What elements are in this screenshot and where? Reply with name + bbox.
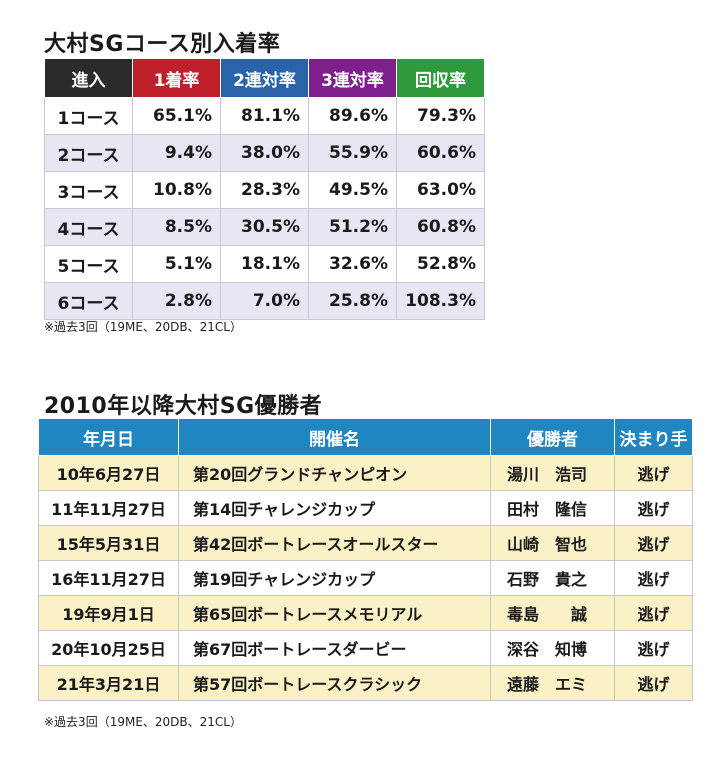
course-stats-cell-rentai2: 7.0% [220,282,309,320]
course-stats-cell-course: 4コース [44,208,133,246]
sg-winners-cell-date: 19年9月1日 [38,595,179,631]
course-stats-cell-rentai2: 18.1% [220,245,309,283]
course-stats-cell-recovery: 63.0% [396,171,485,209]
table-row: 20年10月25日 第67回ボートレースダービー 深谷 知博 逃げ [38,630,693,666]
table-row: 21年3月21日 第57回ボートレースクラシック 遠藤 エミ 逃げ [38,665,693,701]
course-stats-cell-recovery: 52.8% [396,245,485,283]
course-stats-cell-rentai3: 25.8% [308,282,397,320]
course-stats-cell-rentai3: 32.6% [308,245,397,283]
course-stats-cell-course: 1コース [44,97,133,135]
table-row: 4コース 8.5% 30.5% 51.2% 60.8% [44,208,485,246]
sg-winners-cell-kimarite: 逃げ [614,665,693,701]
sg-winners-header-cell: 開催名 [178,418,491,456]
sg-winners-cell-date: 16年11月27日 [38,560,179,596]
table-row: 10年6月27日 第20回グランドチャンピオン 湯川 浩司 逃げ [38,455,693,491]
table-row: 5コース 5.1% 18.1% 32.6% 52.8% [44,245,485,283]
sg-winners-title: 2010年以降大村SG優勝者 [44,394,323,419]
sg-winners-body: 10年6月27日 第20回グランドチャンピオン 湯川 浩司 逃げ 11年11月27日 第1… [38,455,693,701]
sg-winners-header-cell: 優勝者 [490,418,615,456]
table-row: 3コース 10.8% 28.3% 49.5% 63.0% [44,171,485,209]
sg-winners-cell-date: 15年5月31日 [38,525,179,561]
sg-winners-cell-winner: 湯川 浩司 [490,455,615,491]
course-stats-cell-rentai3: 55.9% [308,134,397,172]
table-row: 19年9月1日 第65回ボートレースメモリアル 毒島 誠逃げ [38,595,693,631]
course-stats-cell-course: 2コース [44,134,133,172]
course-stats-cell-recovery: 108.3% [396,282,485,320]
sg-winners-cell-winner: 遠藤 エミ [490,665,615,701]
sg-winners-cell-date: 21年3月21日 [38,665,179,701]
sg-winners-cell-winner: 山崎 智也 [490,525,615,561]
sg-winners-cell-kimarite: 逃げ [614,630,693,666]
course-stats-cell-course: 6コース [44,282,133,320]
sg-winners-cell-winner: 石野 貴之 [490,560,615,596]
course-stats-cell-rentai3: 51.2% [308,208,397,246]
course-stats-cell-course: 3コース [44,171,133,209]
course-stats-header-row: 進入 1着率 2連対率 3連対率 回収率 [44,58,485,98]
course-stats-cell-first: 2.8% [132,282,221,320]
sg-winners-header-row: 年月日 開催名 優勝者 決まり手 [38,418,693,456]
sg-winners-cell-event: 第20回グランドチャンピオン [178,455,491,491]
sg-winners-cell-kimarite: 逃げ [614,560,693,596]
course-stats-header-cell: 3連対率 [308,58,397,98]
sg-winners-cell-kimarite: 逃げ [614,595,693,631]
sg-winners-note: ※過去3回（19ME、20DB、21CL） [44,715,242,729]
sg-winners-cell-kimarite: 逃げ [614,455,693,491]
course-stats-title: 大村SGコース別入着率 [44,32,281,57]
course-stats-cell-recovery: 79.3% [396,97,485,135]
course-stats-table: 進入 1着率 2連対率 3連対率 回収率 1コース 65.1% 81.1% 89.6% 79.3… [44,58,485,320]
table-row: 2コース 9.4% 38.0% 55.9% 60.6% [44,134,485,172]
table-row: 15年5月31日 第42回ボートレースオールスター 山崎 智也 逃げ [38,525,693,561]
course-stats-header-cell: 回収率 [396,58,485,98]
course-stats-cell-rentai2: 30.5% [220,208,309,246]
sg-winners-cell-winner: 深谷 知博 [490,630,615,666]
sg-winners-cell-kimarite: 逃げ [614,490,693,526]
course-stats-cell-first: 5.1% [132,245,221,283]
course-stats-cell-first: 9.4% [132,134,221,172]
course-stats-cell-recovery: 60.8% [396,208,485,246]
table-row: 16年11月27日 第19回チャレンジカップ 石野 貴之 逃げ [38,560,693,596]
course-stats-cell-first: 65.1% [132,97,221,135]
course-stats-header-cell: 進入 [44,58,133,98]
sg-winners-cell-event: 第67回ボートレースダービー [178,630,491,666]
sg-winners-header-cell: 決まり手 [614,418,693,456]
course-stats-body: 1コース 65.1% 81.1% 89.6% 79.3% 2コース 9.4% 38.0% 55.… [44,97,485,320]
sg-winners-cell-event: 第19回チャレンジカップ [178,560,491,596]
sg-winners-cell-date: 11年11月27日 [38,490,179,526]
course-stats-header-cell: 2連対率 [220,58,309,98]
course-stats-header-cell: 1着率 [132,58,221,98]
sg-winners-cell-date: 10年6月27日 [38,455,179,491]
sg-winners-header-cell: 年月日 [38,418,179,456]
table-row: 1コース 65.1% 81.1% 89.6% 79.3% [44,97,485,135]
course-stats-cell-rentai2: 81.1% [220,97,309,135]
table-row: 11年11月27日 第14回チャレンジカップ 田村 隆信 逃げ [38,490,693,526]
course-stats-cell-course: 5コース [44,245,133,283]
sg-winners-cell-event: 第65回ボートレースメモリアル [178,595,491,631]
sg-winners-cell-winner: 毒島 誠 [490,595,615,631]
sg-winners-cell-event: 第42回ボートレースオールスター [178,525,491,561]
sg-winners-cell-event: 第14回チャレンジカップ [178,490,491,526]
sg-winners-cell-kimarite: 逃げ [614,525,693,561]
course-stats-cell-rentai2: 38.0% [220,134,309,172]
course-stats-cell-rentai3: 49.5% [308,171,397,209]
course-stats-note: ※過去3回（19ME、20DB、21CL） [44,320,242,334]
sg-winners-cell-event: 第57回ボートレースクラシック [178,665,491,701]
sg-winners-cell-date: 20年10月25日 [38,630,179,666]
course-stats-cell-recovery: 60.6% [396,134,485,172]
course-stats-cell-rentai2: 28.3% [220,171,309,209]
course-stats-cell-first: 10.8% [132,171,221,209]
course-stats-cell-first: 8.5% [132,208,221,246]
table-row: 6コース 2.8% 7.0% 25.8% 108.3% [44,282,485,320]
sg-winners-table: 年月日 開催名 優勝者 決まり手 10年6月27日 第20回グランドチャンピオン 湯川 浩… [38,418,693,701]
sg-winners-cell-winner: 田村 隆信 [490,490,615,526]
course-stats-cell-rentai3: 89.6% [308,97,397,135]
